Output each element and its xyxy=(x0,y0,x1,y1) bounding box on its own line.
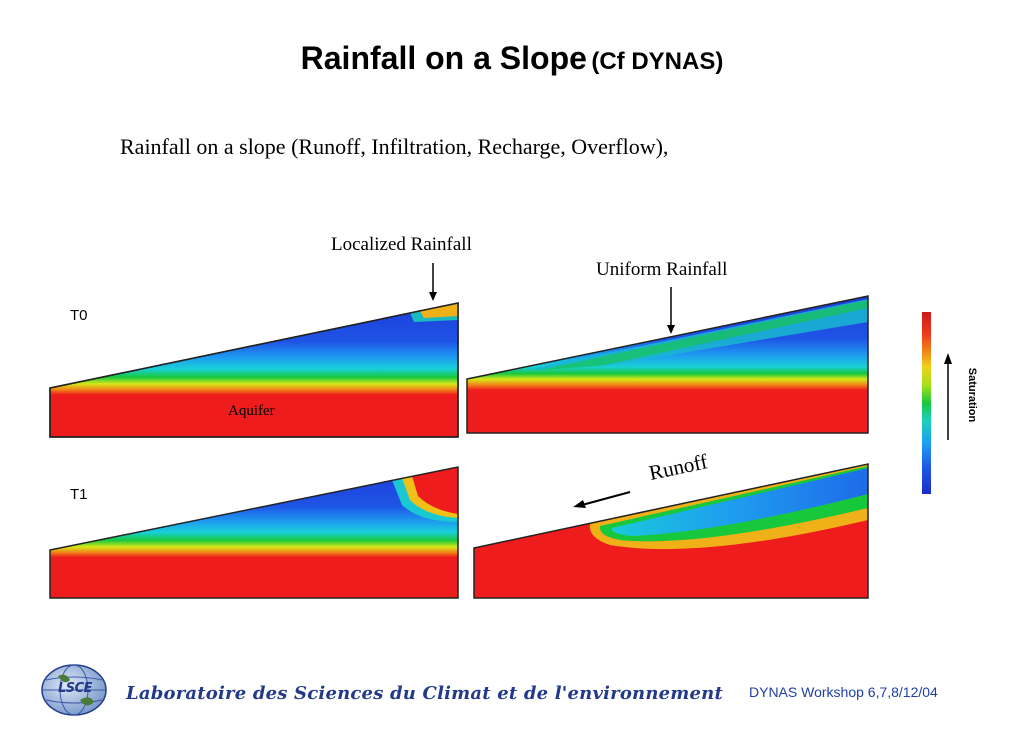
aquifer-label: Aquifer xyxy=(228,403,275,419)
saturation-scale xyxy=(922,312,952,494)
localized-rainfall-arrow xyxy=(429,263,437,301)
workshop-footer: DYNAS Workshop 6,7,8/12/04 xyxy=(749,684,938,700)
runoff-arrow xyxy=(573,491,631,508)
title-paren: (Cf DYNAS) xyxy=(591,48,724,75)
slide-title: Rainfall on a Slope (Cf DYNAS) xyxy=(0,40,1024,77)
lab-name: Laboratoire des Sciences du Climat et de… xyxy=(126,683,723,704)
lsce-logo xyxy=(41,664,107,716)
panel-t0-localized xyxy=(49,302,459,438)
uniform-rainfall-label: Uniform Rainfall xyxy=(596,259,728,280)
panel-t1-localized xyxy=(49,466,459,599)
uniform-rainfall-arrow xyxy=(667,287,675,334)
slide-subtitle: Rainfall on a slope (Runoff, Infiltratio… xyxy=(120,134,669,159)
panel-t0-uniform xyxy=(466,295,869,434)
localized-rainfall-label: Localized Rainfall xyxy=(331,234,472,255)
logo-text: LSCE xyxy=(58,681,93,696)
title-main: Rainfall on a Slope xyxy=(300,40,587,76)
t1-label: T1 xyxy=(70,486,88,503)
t0-label: T0 xyxy=(70,307,88,324)
panel-t1-uniform xyxy=(473,463,869,599)
saturation-label: Saturation xyxy=(966,367,978,423)
